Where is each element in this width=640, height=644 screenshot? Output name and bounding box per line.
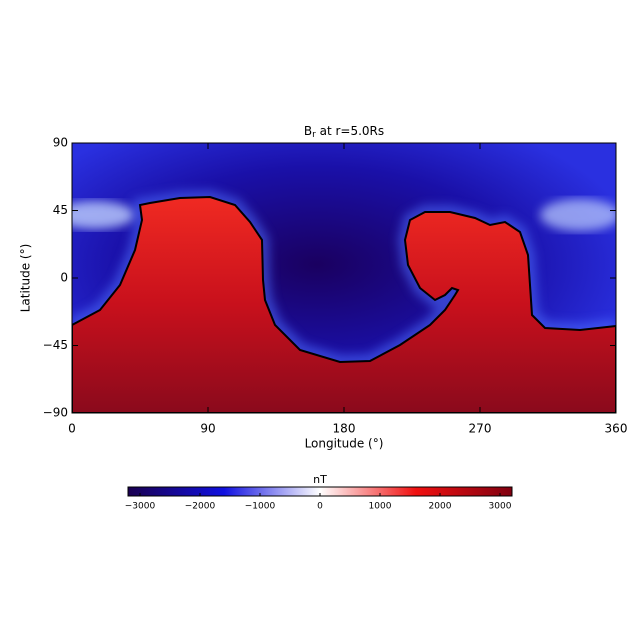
colorbar-tick-label: 3000	[489, 502, 512, 512]
colorbar-tick-label: −1000	[245, 502, 276, 512]
y-tick-label: 90	[53, 136, 68, 150]
colorbar-tick-label: 0	[317, 502, 323, 512]
y-axis-label: Latitude (°)	[19, 244, 33, 313]
x-tick-label: 90	[200, 422, 215, 436]
colorbar-label: nT	[313, 473, 327, 486]
heatmap-field	[72, 143, 616, 413]
x-axis-label: Longitude (°)	[305, 437, 384, 451]
y-tick-label: −90	[43, 406, 68, 420]
colorbar-tick-label: −3000	[125, 502, 156, 512]
y-tick-label: 0	[60, 271, 68, 285]
y-tick-label: −45	[43, 338, 68, 352]
colorbar-tick-label: 2000	[429, 502, 452, 512]
y-tick-label: 45	[53, 203, 68, 217]
colorbar-tick-label: 1000	[369, 502, 392, 512]
colorbar-tick-label: −2000	[185, 502, 216, 512]
x-tick-label: 270	[469, 422, 492, 436]
x-tick-label: 360	[605, 422, 628, 436]
x-tick-label: 180	[333, 422, 356, 436]
chart-title: Br at r=5.0Rs	[304, 124, 384, 140]
x-tick-label: 0	[68, 422, 76, 436]
